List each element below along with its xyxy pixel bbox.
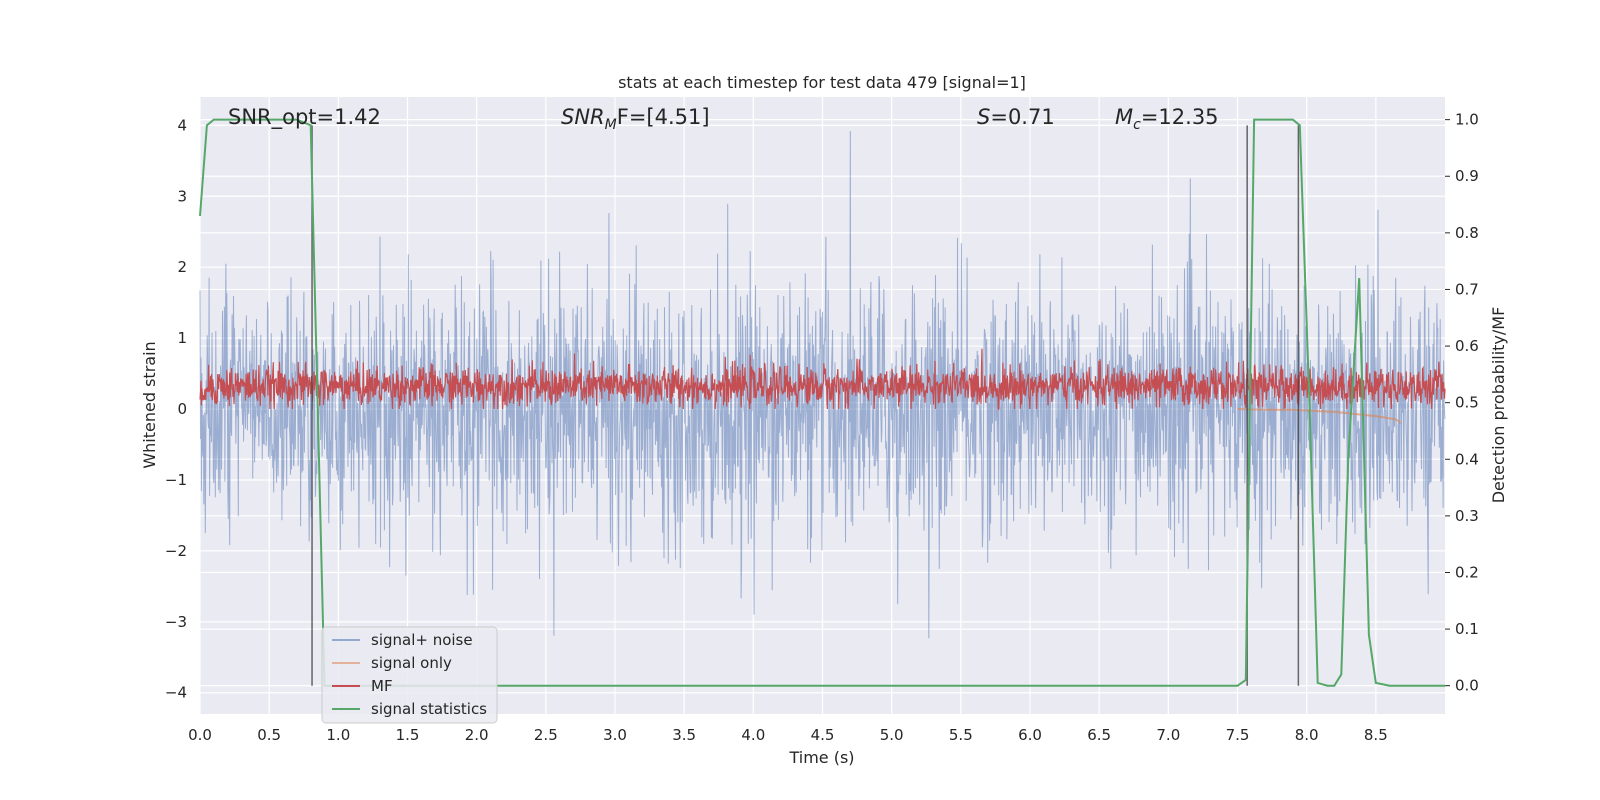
legend-label-signal-only: signal only xyxy=(371,654,452,672)
annotation-mc: Mc=12.35 xyxy=(1115,105,1219,133)
annotation-snr-mf: SNRMF=[4.51] xyxy=(561,105,710,133)
y-tick-label: 4 xyxy=(177,116,187,134)
x-tick-label: 7.0 xyxy=(1156,726,1180,744)
series-mf-line xyxy=(199,348,1446,411)
legend: signal+ noise signal only MF signal stat… xyxy=(321,626,498,724)
y-tick-label: 1 xyxy=(177,329,187,347)
x-tick-label: 1.0 xyxy=(326,726,350,744)
x-tick-label: 2.5 xyxy=(534,726,558,744)
x-tick-label: 5.5 xyxy=(949,726,973,744)
x-tick-label: 4.0 xyxy=(741,726,765,744)
legend-label-signal-noise: signal+ noise xyxy=(371,631,473,649)
annotation-s: S=0.71 xyxy=(977,105,1055,129)
legend-label-signal-statistics: signal statistics xyxy=(371,700,487,718)
x-tick-label: 0.5 xyxy=(257,726,281,744)
annotation-s-suffix: =0.71 xyxy=(990,105,1054,129)
y-tick-label: 3 xyxy=(177,187,187,205)
y-tick-label: −3 xyxy=(165,613,187,631)
x-axis-label: Time (s) xyxy=(788,748,854,767)
x-tick-label: 4.5 xyxy=(811,726,835,744)
y-tick-label: −4 xyxy=(165,684,187,702)
y-tick-label: −2 xyxy=(165,542,187,560)
y-right-tick-label: 0.3 xyxy=(1455,507,1479,525)
x-tick-label: 0.0 xyxy=(188,726,212,744)
y-right-tick-label: 0.5 xyxy=(1455,394,1479,412)
y-ticks: −4 −3 −2 −1 0 1 2 3 4 xyxy=(165,116,187,701)
y-tick-label: −1 xyxy=(165,471,187,489)
y-right-tick-label: 0.8 xyxy=(1455,224,1479,242)
series-signal-only-line xyxy=(1237,408,1402,424)
x-tick-label: 2.0 xyxy=(465,726,489,744)
x-tick-label: 5.0 xyxy=(880,726,904,744)
y-ticks-right: 0.0 0.1 0.2 0.3 0.4 0.5 0.6 0.7 0.8 0.9 1.0 xyxy=(1445,111,1479,695)
y-right-tick-label: 0.0 xyxy=(1455,677,1479,695)
y-right-tick-label: 0.4 xyxy=(1455,450,1479,468)
x-tick-label: 3.0 xyxy=(603,726,627,744)
x-tick-label: 6.0 xyxy=(1018,726,1042,744)
x-tick-label: 3.5 xyxy=(672,726,696,744)
x-tick-label: 7.5 xyxy=(1226,726,1250,744)
series-signal-statistics-line xyxy=(199,118,1445,687)
x-tick-label: 8.0 xyxy=(1295,726,1319,744)
y-right-tick-label: 0.1 xyxy=(1455,620,1479,638)
chart-title: stats at each timestep for test data 479… xyxy=(618,73,1026,92)
y-axis-label: Whitened strain xyxy=(140,341,159,468)
legend-box xyxy=(321,626,498,724)
annotation-snr-mf-suffix: F=[4.51] xyxy=(617,105,710,129)
y-right-tick-label: 0.7 xyxy=(1455,280,1479,298)
y-right-tick-label: 0.6 xyxy=(1455,337,1479,355)
annotation-s-prefix: S xyxy=(977,105,990,129)
annotation-snr-mf-prefix: SNR xyxy=(561,105,605,129)
series-signal-noise-line xyxy=(199,131,1446,639)
y-right-tick-label: 0.2 xyxy=(1455,563,1479,581)
y-tick-label: 2 xyxy=(177,258,187,276)
annotation-mc-sub: c xyxy=(1133,117,1141,133)
annotation-mc-suffix: =12.35 xyxy=(1141,105,1219,129)
annotation-snr-mf-sub: M xyxy=(605,117,617,133)
y-right-tick-label: 1.0 xyxy=(1455,111,1479,129)
x-tick-label: 8.5 xyxy=(1364,726,1388,744)
x-tick-label: 6.5 xyxy=(1087,726,1111,744)
y-axis-right-label: Detection probability/MF xyxy=(1489,307,1508,504)
annotation-mc-prefix: M xyxy=(1115,105,1133,129)
y-right-tick-label: 0.9 xyxy=(1455,167,1479,185)
traces xyxy=(199,118,1446,687)
annotation-snr-opt: SNR_opt=1.42 xyxy=(228,105,381,130)
x-ticks: 0.0 0.5 1.0 1.5 2.0 2.5 3.0 3.5 4.0 4.5 5.0 5.5 6.0 6… xyxy=(188,726,1388,744)
x-tick-label: 1.5 xyxy=(396,726,420,744)
legend-label-mf: MF xyxy=(371,677,393,695)
y-tick-label: 0 xyxy=(177,400,187,418)
